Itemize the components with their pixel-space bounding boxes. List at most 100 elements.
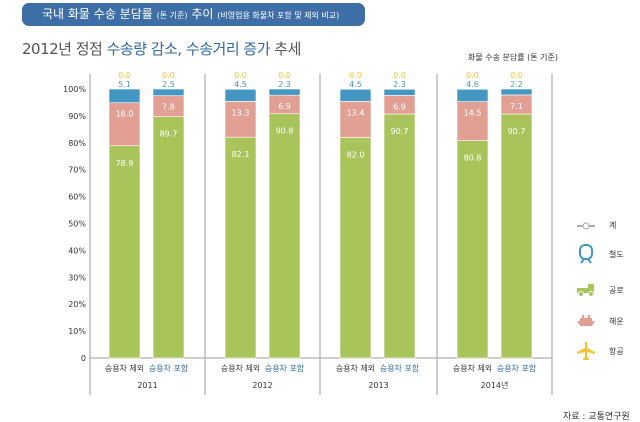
bar-segment-road	[268, 113, 301, 359]
y-tick-label: 0	[81, 354, 86, 363]
data-label-rail: 2.3	[393, 80, 406, 89]
data-label-road: 89.7	[160, 130, 178, 139]
data-label-air: 0.0	[118, 71, 131, 80]
legend-label: 계	[609, 221, 617, 230]
data-label-sea: 14.5	[464, 109, 482, 118]
bar-segment-rail	[383, 88, 416, 96]
data-label-air: 0.0	[393, 71, 406, 80]
headline-highlight: 수송량 감소, 수송거리 증가	[106, 40, 271, 58]
data-label-air: 0.0	[349, 71, 362, 80]
category-label: 승용차 포함	[149, 364, 189, 373]
bar-segment-sea	[339, 101, 372, 138]
legend-road: 공로	[577, 283, 624, 297]
group-label: 2013	[368, 381, 388, 390]
legend-total: 계	[577, 220, 616, 231]
train-icon	[579, 244, 593, 264]
bar-segment-rail	[456, 88, 489, 102]
bar-segment-sea	[224, 101, 257, 138]
y-tick-label: 60%	[68, 193, 86, 202]
headline-suffix: 추세	[274, 40, 301, 58]
data-label-rail: 2.2	[510, 80, 523, 89]
data-label-sea: 7.1	[510, 102, 523, 111]
bar-segment-sea	[456, 101, 489, 141]
bar-segment-rail	[500, 88, 533, 96]
data-label-rail: 2.5	[162, 80, 175, 89]
legend-label: 해운	[609, 316, 624, 326]
y-tick-label: 20%	[68, 300, 86, 309]
data-label-rail: 5.1	[118, 80, 131, 89]
data-label-sea: 16.0	[116, 110, 134, 119]
bar-segment-sea	[108, 102, 141, 147]
y-tick-label: 80%	[68, 139, 86, 148]
bar-segment-road	[456, 140, 489, 359]
category-label: 승용차 포함	[265, 364, 305, 373]
unit-label: 화물 수송 분담률 (톤 기준)	[468, 53, 559, 62]
data-label-air: 0.0	[510, 71, 523, 80]
data-label-road: 82.1	[232, 150, 250, 159]
legend-label: 항공	[609, 346, 624, 356]
bar-segment-rail	[339, 88, 372, 102]
data-label-sea: 7.8	[162, 103, 175, 112]
bar-segment-rail	[152, 88, 185, 97]
line-marker-icon	[577, 222, 595, 229]
data-label-sea: 6.9	[393, 102, 406, 111]
data-label-road: 90.8	[276, 127, 294, 136]
group-label: 2012	[252, 381, 272, 390]
y-tick-label: 30%	[68, 273, 86, 282]
y-tick-label: 40%	[68, 246, 86, 255]
data-label-sea: 13.4	[347, 108, 365, 117]
legend-air: 항공	[577, 342, 624, 360]
data-label-road: 90.7	[508, 127, 526, 136]
y-tick-label: 100%	[63, 85, 86, 94]
category-label: 승용차 포함	[380, 364, 420, 373]
legend-rail: 철도	[577, 243, 624, 265]
y-tick-label: 70%	[68, 166, 86, 175]
data-label-sea: 13.3	[232, 108, 250, 117]
group-label: 2011	[137, 381, 157, 390]
data-label-rail: 4.5	[349, 80, 362, 89]
bar-segment-road	[383, 113, 416, 359]
bar-segment-rail	[224, 88, 257, 102]
data-label-air: 0.0	[162, 71, 175, 80]
legend-label: 철도	[609, 249, 624, 259]
data-label-road: 78.9	[116, 159, 134, 168]
banner-title2: 추이	[191, 7, 214, 21]
truck-icon	[577, 284, 594, 297]
bar-segment-road	[500, 113, 533, 359]
data-label-air: 0.0	[466, 71, 479, 80]
bar-segment-rail	[268, 88, 301, 96]
bar-segment-road	[152, 116, 185, 359]
data-label-rail: 2.3	[278, 80, 291, 89]
data-label-air: 0.0	[234, 71, 247, 80]
banner-title: 국내 화물 수송 분담률	[42, 7, 153, 21]
category-label: 승용차 제외	[336, 363, 375, 373]
category-label: 승용차 제외	[221, 363, 260, 373]
y-tick-label: 10%	[68, 327, 86, 336]
category-label: 승용차 제외	[105, 363, 144, 373]
category-label: 승용차 포함	[497, 364, 537, 373]
data-label-air: 0.0	[278, 71, 291, 80]
bar-segment-road	[339, 137, 372, 359]
headline-prefix: 2012년 정점	[22, 40, 107, 58]
legend-label: 공로	[609, 285, 624, 295]
y-tick-label: 90%	[68, 112, 86, 121]
bar-segment-road	[108, 145, 141, 359]
group-label: 2014년	[481, 380, 509, 390]
title-banner: 국내 화물 수송 분담률 (톤 기준) 추이 (비영업용 화물차 포함 및 제외…	[22, 3, 365, 26]
data-label-sea: 6.9	[278, 102, 291, 111]
bar-segment-road	[224, 136, 257, 359]
ship-icon	[577, 315, 595, 326]
banner-unit: (톤 기준)	[156, 11, 188, 20]
category-label: 승용차 제외	[453, 363, 492, 373]
source-note: 자료 : 교통연구원	[563, 412, 630, 422]
banner-subtitle: (비영업용 화물차 포함 및 제외 비교)	[217, 11, 340, 20]
airplane-icon	[577, 342, 595, 360]
data-label-rail: 4.6	[466, 80, 479, 89]
legend-sea: 해운	[577, 315, 624, 327]
bar-segment-rail	[108, 88, 141, 104]
data-label-road: 90.7	[391, 127, 409, 136]
y-tick-label: 50%	[68, 220, 86, 229]
data-label-road: 82.0	[347, 150, 365, 159]
headline: 2012년 정점 수송량 감소, 수송거리 증가 추세	[22, 38, 301, 59]
